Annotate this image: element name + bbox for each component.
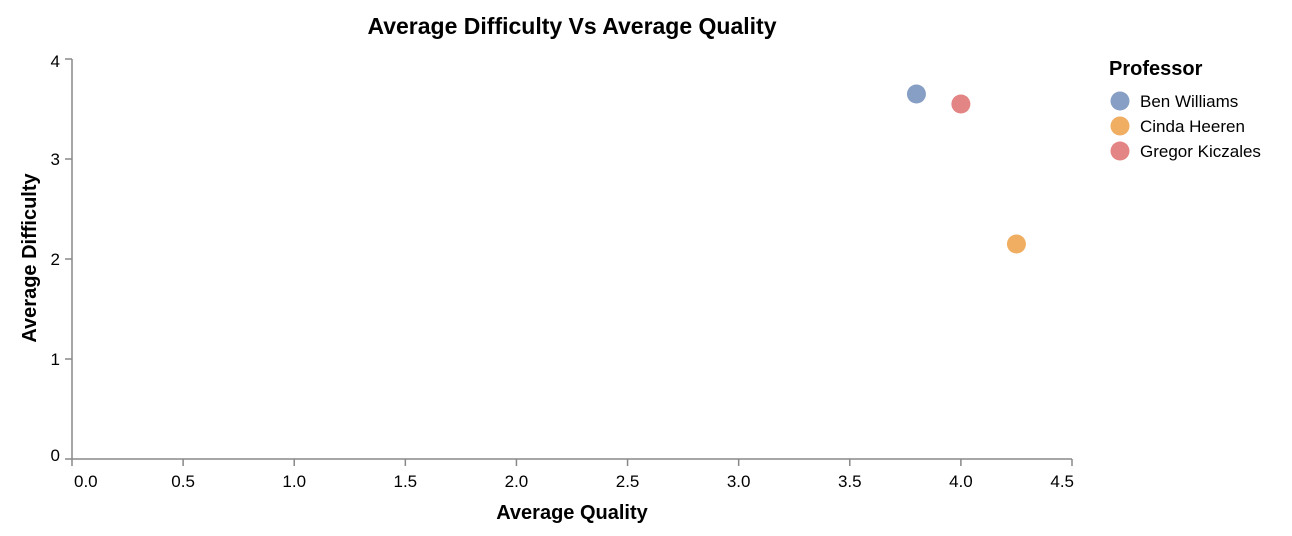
legend-label: Cinda Heeren	[1140, 117, 1245, 136]
legend-label: Ben Williams	[1140, 92, 1238, 111]
legend-label: Gregor Kiczales	[1140, 142, 1261, 161]
x-tick-label: 1.5	[394, 472, 418, 491]
y-tick-label: 4	[51, 52, 60, 71]
legend-items: Ben Williams Cinda Heeren Gregor Kiczales	[1110, 91, 1261, 161]
x-tick-label: 0.0	[74, 472, 98, 491]
chart-title: Average Difficulty Vs Average Quality	[367, 13, 776, 39]
y-tick-label: 2	[51, 250, 60, 269]
data-point	[1006, 234, 1026, 254]
x-tick-label: 1.0	[282, 472, 306, 491]
legend-symbol	[1110, 116, 1130, 136]
x-tick-label: 3.5	[838, 472, 862, 491]
x-tick-label: 2.0	[505, 472, 529, 491]
y-axis-title: Average Difficulty	[19, 172, 41, 342]
y-tick-label: 3	[51, 150, 60, 169]
x-tick-label: 2.5	[616, 472, 640, 491]
legend-symbol	[1110, 141, 1130, 161]
legend-symbol	[1110, 91, 1130, 111]
x-tick-label: 4.5	[1050, 472, 1074, 491]
data-point	[951, 94, 971, 114]
legend: Professor Ben Williams Cinda Heeren Gregor…	[1109, 58, 1261, 161]
y-tick-label: 1	[51, 350, 60, 369]
x-tick-label: 0.5	[171, 472, 195, 491]
x-tick-label: 3.0	[727, 472, 751, 491]
plot-area: 0.0 0.5 1.0 1.5 2.0 2.5 3.0 3.5 4.0 4.5 0 1 2 3 4	[51, 52, 1074, 491]
x-axis-title: Average Quality	[496, 502, 648, 524]
y-tick-label: 0	[51, 446, 60, 465]
legend-title: Professor	[1109, 58, 1203, 80]
data-point	[906, 84, 926, 104]
x-tick-label: 4.0	[949, 472, 973, 491]
